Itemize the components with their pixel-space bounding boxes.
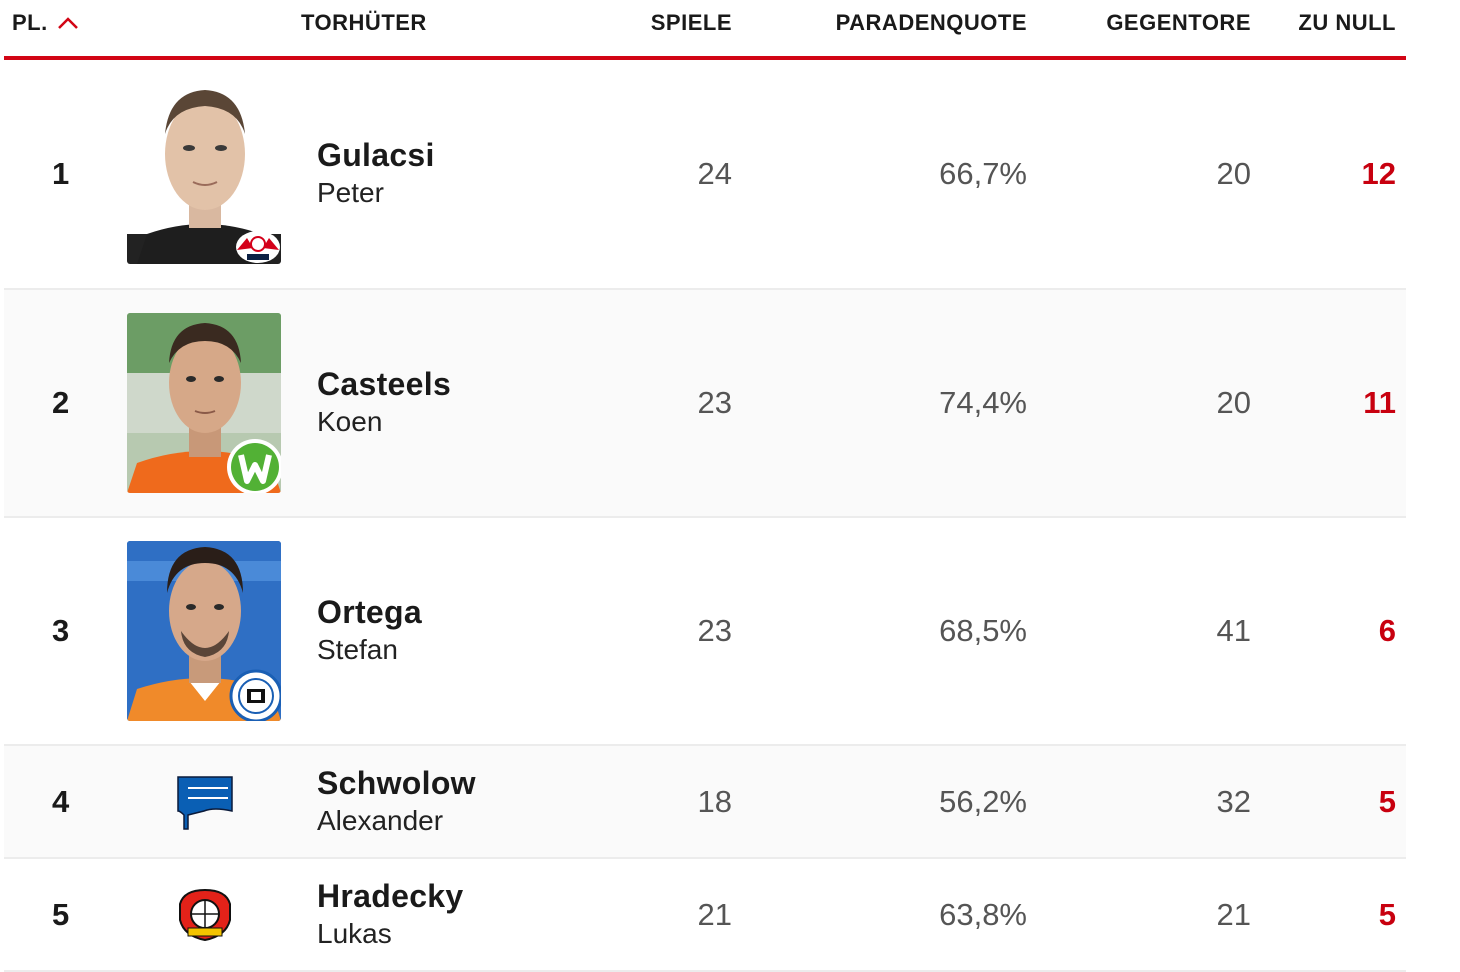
player-last-name: Gulacsi: [317, 137, 435, 173]
rank-cell: 3: [52, 613, 70, 648]
clean-sheets-cell: 11: [1363, 385, 1396, 420]
rank-header-label: PL.: [12, 10, 48, 35]
games-cell: 23: [697, 385, 732, 420]
clean-sheets-cell: 5: [1378, 783, 1396, 819]
player-photo: [127, 313, 281, 493]
rb-leipzig-logo-icon: [236, 231, 280, 263]
games-header[interactable]: SPIELE: [650, 10, 732, 35]
chevron-up-icon: [57, 17, 78, 29]
player-name[interactable]: Casteels Koen: [317, 365, 451, 441]
table-row[interactable]: 2 Casteels Koen 23 74,4%: [4, 290, 1406, 518]
player-name[interactable]: Hradecky Lukas: [317, 877, 464, 953]
player-first-name: Stefan: [317, 634, 398, 665]
rank-cell: 5: [52, 896, 70, 932]
rank-cell: 2: [52, 385, 70, 420]
goals-against-header[interactable]: GEGENTORE: [1106, 10, 1251, 35]
games-cell: 23: [697, 613, 732, 648]
games-cell: 18: [697, 783, 732, 819]
player-first-name: Lukas: [317, 917, 392, 949]
table-row[interactable]: 3 Ortega Stefan: [4, 518, 1406, 746]
goals-against-cell: 41: [1216, 613, 1251, 648]
table-row[interactable]: 1 Gulacsi Peter 24: [4, 60, 1406, 290]
save-rate-cell: 74,4%: [939, 385, 1027, 420]
goals-against-cell: 20: [1216, 385, 1251, 420]
save-rate-cell: 66,7%: [939, 156, 1027, 191]
games-cell: 24: [697, 156, 732, 191]
rank-cell: 1: [52, 156, 70, 191]
clean-sheets-cell: 5: [1378, 896, 1396, 932]
hertha-bsc-logo-icon: [177, 775, 233, 830]
save-rate-cell: 63,8%: [939, 896, 1027, 932]
table-row[interactable]: 4 Schwolow Alexander 18 56,2% 32 5: [4, 746, 1406, 859]
clean-sheets-header[interactable]: ZU NULL: [1298, 10, 1396, 35]
table-row[interactable]: 5 Hradecky Lukas 21 63,8% 21 5: [4, 859, 1406, 972]
player-first-name: Peter: [317, 177, 384, 208]
clean-sheets-cell: 6: [1378, 613, 1396, 648]
table-header: PL. TORHÜTER SPIELE PARADENQUOTE GEGENTO…: [4, 0, 1406, 60]
bayer-leverkusen-logo-icon: [179, 888, 231, 941]
rank-cell: 4: [52, 783, 70, 819]
player-last-name: Ortega: [317, 594, 422, 630]
player-photo: [127, 84, 281, 264]
sort-rank-header[interactable]: PL.: [12, 10, 80, 36]
player-first-name: Alexander: [317, 804, 444, 836]
player-name[interactable]: Gulacsi Peter: [317, 136, 435, 212]
games-cell: 21: [697, 896, 732, 932]
save-rate-cell: 68,5%: [939, 613, 1027, 648]
player-name[interactable]: Schwolow Alexander: [317, 764, 476, 840]
player-last-name: Casteels: [317, 366, 452, 402]
player-name[interactable]: Ortega Stefan: [317, 593, 422, 669]
wolfsburg-logo-icon: [227, 439, 281, 493]
goals-against-cell: 20: [1216, 156, 1251, 191]
keeper-header[interactable]: TORHÜTER: [301, 10, 427, 35]
player-first-name: Koen: [317, 406, 383, 437]
clean-sheets-cell: 12: [1361, 156, 1396, 191]
goalkeeper-stats-table: PL. TORHÜTER SPIELE PARADENQUOTE GEGENTO…: [4, 0, 1406, 972]
player-last-name: Hradecky: [317, 877, 464, 914]
club-logo: [174, 771, 236, 833]
save-rate-header[interactable]: PARADENQUOTE: [835, 10, 1027, 35]
player-last-name: Schwolow: [317, 764, 476, 801]
club-logo: [174, 884, 236, 946]
goals-against-cell: 32: [1216, 783, 1251, 819]
save-rate-cell: 56,2%: [939, 783, 1027, 819]
arminia-bielefeld-logo-icon: [229, 669, 281, 721]
player-photo: [127, 541, 281, 721]
goals-against-cell: 21: [1216, 896, 1251, 932]
